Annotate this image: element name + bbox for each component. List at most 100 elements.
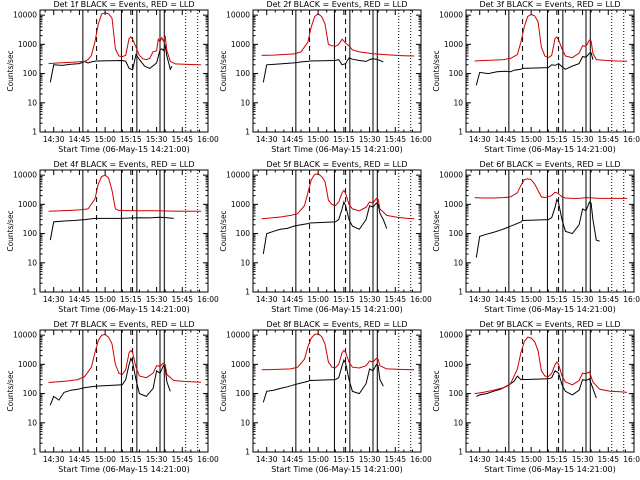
y-tick-label: 100 xyxy=(449,69,464,78)
y-tick-label: 1000 xyxy=(444,360,463,369)
detector-panel-9: 1 10 100 1000 10000 14:30 14:45 15:00 15:15 15:30… xyxy=(432,320,640,474)
y-tick-label: 100 xyxy=(449,229,464,238)
series-lld-line xyxy=(261,13,415,57)
x-tick-label: 15:00 xyxy=(94,135,116,144)
y-tick-label: 1000 xyxy=(444,40,463,49)
y-tick-label: 10 xyxy=(453,258,463,267)
y-axis-label: Counts/sec xyxy=(219,50,228,91)
x-tick-label: 15:30 xyxy=(572,295,594,304)
detector-panel-1: 1 10 100 1000 10000 14:30 14:45 15:00 15:15 15:30… xyxy=(6,0,219,154)
x-tick-label: 15:30 xyxy=(572,135,594,144)
series-events-line xyxy=(49,43,173,83)
y-tick-label: 1000 xyxy=(444,200,463,209)
x-tick-label: 14:45 xyxy=(282,135,304,144)
y-tick-label: 1000 xyxy=(231,360,250,369)
y-tick-label: 100 xyxy=(23,389,38,398)
plot-frame xyxy=(465,329,635,453)
y-axis-label: Counts/sec xyxy=(432,50,441,91)
x-tick-label: 16:00 xyxy=(197,135,219,144)
x-tick-label: 14:30 xyxy=(43,135,65,144)
series-events-line xyxy=(49,216,174,241)
detector-panel-2: 1 10 100 1000 10000 14:30 14:45 15:00 15:15 15:30… xyxy=(219,0,432,154)
x-tick-label: 16:00 xyxy=(623,295,640,304)
panel-title: Det 4f BLACK = Events, RED = LLD xyxy=(53,160,194,169)
x-tick-label: 14:30 xyxy=(256,295,278,304)
x-axis-label: Start Time (06-May-15 14:21:00) xyxy=(484,305,615,314)
x-tick-label: 14:45 xyxy=(495,455,517,464)
y-tick-label: 1000 xyxy=(18,40,37,49)
y-tick-label: 1000 xyxy=(231,40,250,49)
x-tick-label: 15:45 xyxy=(171,135,193,144)
y-tick-label: 1000 xyxy=(231,200,250,209)
y-tick-label: 10000 xyxy=(13,171,37,180)
x-tick-label: 15:00 xyxy=(520,295,542,304)
x-tick-label: 15:00 xyxy=(307,295,329,304)
x-axis-label: Start Time (06-May-15 14:21:00) xyxy=(58,465,189,474)
y-tick-label: 1 xyxy=(32,448,37,457)
x-tick-label: 15:15 xyxy=(546,455,568,464)
y-tick-label: 1000 xyxy=(18,360,37,369)
x-tick-label: 15:45 xyxy=(597,455,619,464)
series-events-line xyxy=(49,357,171,406)
x-tick-label: 15:15 xyxy=(120,135,142,144)
x-tick-label: 15:00 xyxy=(94,455,116,464)
detector-panel-8: 1 10 100 1000 10000 14:30 14:45 15:00 15:15 15:30… xyxy=(219,320,432,474)
y-tick-label: 10000 xyxy=(226,171,250,180)
x-tick-label: 14:30 xyxy=(469,455,491,464)
y-tick-label: 10000 xyxy=(439,11,463,20)
x-tick-label: 14:30 xyxy=(256,135,278,144)
panel-title: Det 3f BLACK = Events, RED = LLD xyxy=(479,0,620,9)
plot-frame xyxy=(39,169,209,293)
plot-frame xyxy=(39,329,209,453)
series-events-line xyxy=(475,52,594,86)
x-tick-label: 15:15 xyxy=(333,455,355,464)
detector-panel-3: 1 10 100 1000 10000 14:30 14:45 15:00 15:15 15:30… xyxy=(432,0,640,154)
x-tick-label: 14:30 xyxy=(43,455,65,464)
y-tick-label: 10000 xyxy=(439,331,463,340)
y-tick-label: 10000 xyxy=(439,171,463,180)
x-axis-label: Start Time (06-May-15 14:21:00) xyxy=(58,305,189,314)
x-tick-label: 15:45 xyxy=(384,295,406,304)
series-events-line xyxy=(262,200,388,255)
x-tick-label: 15:15 xyxy=(120,295,142,304)
x-tick-label: 15:00 xyxy=(307,455,329,464)
x-axis-label: Start Time (06-May-15 14:21:00) xyxy=(58,145,189,154)
series-lld-line xyxy=(474,178,628,199)
detector-panel-6: 1 10 100 1000 10000 14:30 14:45 15:00 15:15 15:30… xyxy=(432,160,640,314)
x-tick-label: 14:30 xyxy=(469,135,491,144)
x-axis-label: Start Time (06-May-15 14:21:00) xyxy=(271,305,402,314)
x-axis-label: Start Time (06-May-15 14:21:00) xyxy=(484,465,615,474)
x-tick-label: 15:00 xyxy=(520,455,542,464)
x-tick-label: 14:45 xyxy=(69,455,91,464)
series-lld-line xyxy=(261,173,415,220)
x-tick-label: 16:00 xyxy=(623,455,640,464)
series-lld-line xyxy=(48,333,202,383)
y-tick-label: 1 xyxy=(458,128,463,137)
x-tick-label: 15:15 xyxy=(546,295,568,304)
y-tick-label: 1 xyxy=(458,448,463,457)
x-tick-label: 15:45 xyxy=(384,455,406,464)
plot-frame xyxy=(39,9,209,133)
panel-title: Det 6f BLACK = Events, RED = LLD xyxy=(479,160,620,169)
x-tick-label: 14:45 xyxy=(282,295,304,304)
y-axis-label: Counts/sec xyxy=(219,210,228,251)
panel-title: Det 9f BLACK = Events, RED = LLD xyxy=(479,320,620,329)
y-tick-label: 1 xyxy=(245,288,250,297)
x-tick-label: 15:45 xyxy=(597,295,619,304)
y-tick-label: 100 xyxy=(449,389,464,398)
series-events-line xyxy=(475,197,600,258)
x-axis-label: Start Time (06-May-15 14:21:00) xyxy=(484,145,615,154)
x-axis-label: Start Time (06-May-15 14:21:00) xyxy=(271,145,402,154)
x-tick-label: 16:00 xyxy=(410,295,432,304)
panel-title: Det 1f BLACK = Events, RED = LLD xyxy=(53,0,194,9)
series-events-line xyxy=(262,358,384,403)
y-axis-label: Counts/sec xyxy=(432,210,441,251)
y-tick-label: 10000 xyxy=(13,331,37,340)
y-tick-label: 10 xyxy=(27,418,37,427)
y-tick-label: 1 xyxy=(245,448,250,457)
x-tick-label: 14:30 xyxy=(43,295,65,304)
y-tick-label: 10 xyxy=(453,98,463,107)
y-tick-label: 100 xyxy=(236,389,251,398)
x-tick-label: 15:00 xyxy=(520,135,542,144)
